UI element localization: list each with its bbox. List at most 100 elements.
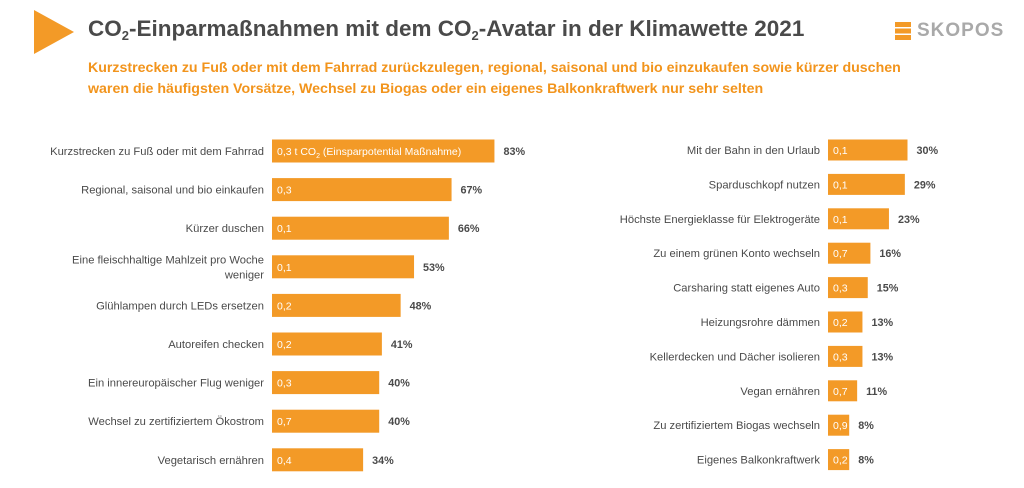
- bar-row: Kurzstrecken zu Fuß oder mit dem Fahrrad…: [50, 139, 525, 163]
- bar: [828, 208, 889, 230]
- savings-label: 0,1: [277, 262, 292, 274]
- savings-label: 0,3: [833, 351, 848, 363]
- value-label: 30%: [917, 145, 939, 157]
- bar-row: Heizungsrohre dämmen 0,2 13%: [701, 311, 893, 333]
- savings-label: 0,9: [833, 420, 848, 432]
- bar-row: Zu einem grünen Konto wechseln 0,7 16%: [653, 242, 901, 264]
- skopos-logo-text: SKOPOS: [917, 20, 1005, 41]
- value-label: 13%: [871, 317, 893, 329]
- savings-label: 0,3 t CO2 (Einsparpotential Maßnahme): [277, 146, 461, 160]
- category-label: Kellerdecken und Dächer isolieren: [650, 351, 820, 363]
- bar-row: Kürzer duschen 0,1 66%: [186, 216, 480, 240]
- bar: [828, 311, 863, 333]
- bar: [828, 242, 871, 264]
- value-label: 34%: [372, 455, 394, 467]
- bar: [272, 332, 382, 356]
- savings-label: 0,7: [833, 386, 848, 398]
- savings-label: 0,2: [277, 339, 292, 351]
- value-label: 40%: [388, 378, 410, 390]
- category-label: Höchste Energieklasse für Elektrogeräte: [620, 214, 820, 226]
- bar: [272, 216, 449, 240]
- category-label: Regional, saisonal und bio einkaufen: [81, 185, 264, 197]
- bar: [828, 139, 908, 161]
- savings-label: 0,7: [833, 248, 848, 260]
- bar: [272, 409, 380, 433]
- bar: [272, 371, 380, 395]
- bar: [272, 448, 364, 472]
- savings-label: 0,7: [277, 416, 292, 428]
- bar-row: Zu zertifiziertem Biogas wechseln 0,9 8%: [653, 414, 874, 436]
- category-label: Kürzer duschen: [186, 223, 264, 235]
- play-arrow-logo-icon: [34, 10, 74, 54]
- value-label: 66%: [458, 223, 480, 235]
- bar: [272, 293, 401, 317]
- bar: [828, 449, 850, 471]
- bar-row: Wechsel zu zertifiziertem Ökostrom 0,7 40%: [88, 409, 410, 433]
- value-label: 16%: [879, 248, 901, 260]
- savings-label: 0,3: [833, 283, 848, 295]
- category-label: Vegetarisch ernähren: [158, 455, 264, 467]
- category-label: Zu zertifiziertem Biogas wechseln: [653, 420, 820, 432]
- category-label: Carsharing statt eigenes Auto: [673, 283, 820, 295]
- category-label: Vegan ernähren: [740, 386, 820, 398]
- chart-right: Mit der Bahn in den Urlaub 0,1 30% Spardusc…: [620, 139, 939, 471]
- bar-row: Kellerdecken und Dächer isolieren 0,3 13%: [650, 345, 893, 367]
- bar: [828, 277, 868, 299]
- savings-label: 0,4: [277, 455, 292, 467]
- category-label: Mit der Bahn in den Urlaub: [687, 145, 820, 157]
- savings-label: 0,1: [833, 179, 848, 191]
- bar: [828, 173, 905, 195]
- savings-label: 0,3: [277, 378, 292, 390]
- savings-label: 0,2: [833, 455, 848, 467]
- savings-label: 0,1: [833, 214, 848, 226]
- bar-row: Ein innereuropäischer Flug weniger 0,3 40%: [88, 371, 410, 395]
- value-label: 67%: [461, 185, 483, 197]
- bar-row: Mit der Bahn in den Urlaub 0,1 30%: [687, 139, 939, 161]
- savings-label: 0,3: [277, 185, 292, 197]
- bar-row: Vegan ernähren 0,7 11%: [740, 380, 888, 402]
- value-label: 40%: [388, 416, 410, 428]
- value-label: 8%: [858, 420, 874, 432]
- category-label: Ein innereuropäischer Flug weniger: [88, 378, 264, 390]
- bar-row: Höchste Energieklasse für Elektrogeräte 0…: [620, 208, 920, 230]
- bar: [828, 414, 850, 436]
- bar-row: Autoreifen checken 0,2 41%: [168, 332, 413, 356]
- category-label: Glühlampen durch LEDs ersetzen: [96, 300, 264, 312]
- value-label: 41%: [391, 339, 413, 351]
- bar-row: Regional, saisonal und bio einkaufen 0,3 6…: [81, 178, 483, 202]
- savings-label: 0,1: [277, 223, 292, 235]
- savings-label: 0,2: [277, 300, 292, 312]
- value-label: 29%: [914, 179, 936, 191]
- category-label: Autoreifen checken: [168, 339, 264, 351]
- bar: [272, 139, 495, 163]
- bar-row: Vegetarisch ernähren 0,4 34%: [158, 448, 394, 472]
- savings-label: 0,1: [833, 145, 848, 157]
- value-label: 23%: [898, 214, 920, 226]
- value-label: 15%: [877, 283, 899, 295]
- bar: [828, 380, 858, 402]
- bar: [828, 345, 863, 367]
- savings-label: 0,2: [833, 317, 848, 329]
- skopos-logo-icon: [895, 22, 911, 40]
- bar-row: Sparduschkopf nutzen 0,1 29%: [709, 173, 936, 195]
- category-label: Kurzstrecken zu Fuß oder mit dem Fahrrad: [50, 146, 264, 158]
- bar-row: Glühlampen durch LEDs ersetzen 0,2 48%: [96, 293, 432, 317]
- subtitle: Kurzstrecken zu Fuß oder mit dem Fahrrad…: [88, 60, 901, 97]
- bar: [272, 178, 452, 202]
- value-label: 13%: [871, 351, 893, 363]
- category-label: Eigenes Balkonkraftwerk: [697, 455, 821, 467]
- value-label: 11%: [866, 386, 887, 398]
- bar-row: Carsharing statt eigenes Auto 0,3 15%: [673, 277, 899, 299]
- category-label: Sparduschkopf nutzen: [709, 179, 820, 191]
- value-label: 48%: [410, 300, 432, 312]
- value-label: 53%: [423, 262, 445, 274]
- skopos-logo: SKOPOS: [895, 20, 1004, 42]
- bar-row: Eigenes Balkonkraftwerk 0,2 8%: [697, 449, 874, 471]
- value-label: 83%: [503, 146, 525, 158]
- category-label: Eine fleischhaltige Mahlzeit pro Woche we…: [72, 254, 264, 281]
- bar: [272, 255, 415, 279]
- category-label: Wechsel zu zertifiziertem Ökostrom: [88, 416, 264, 428]
- value-label: 8%: [858, 455, 874, 467]
- bar-row: Eine fleischhaltige Mahlzeit pro Woche we…: [72, 254, 445, 281]
